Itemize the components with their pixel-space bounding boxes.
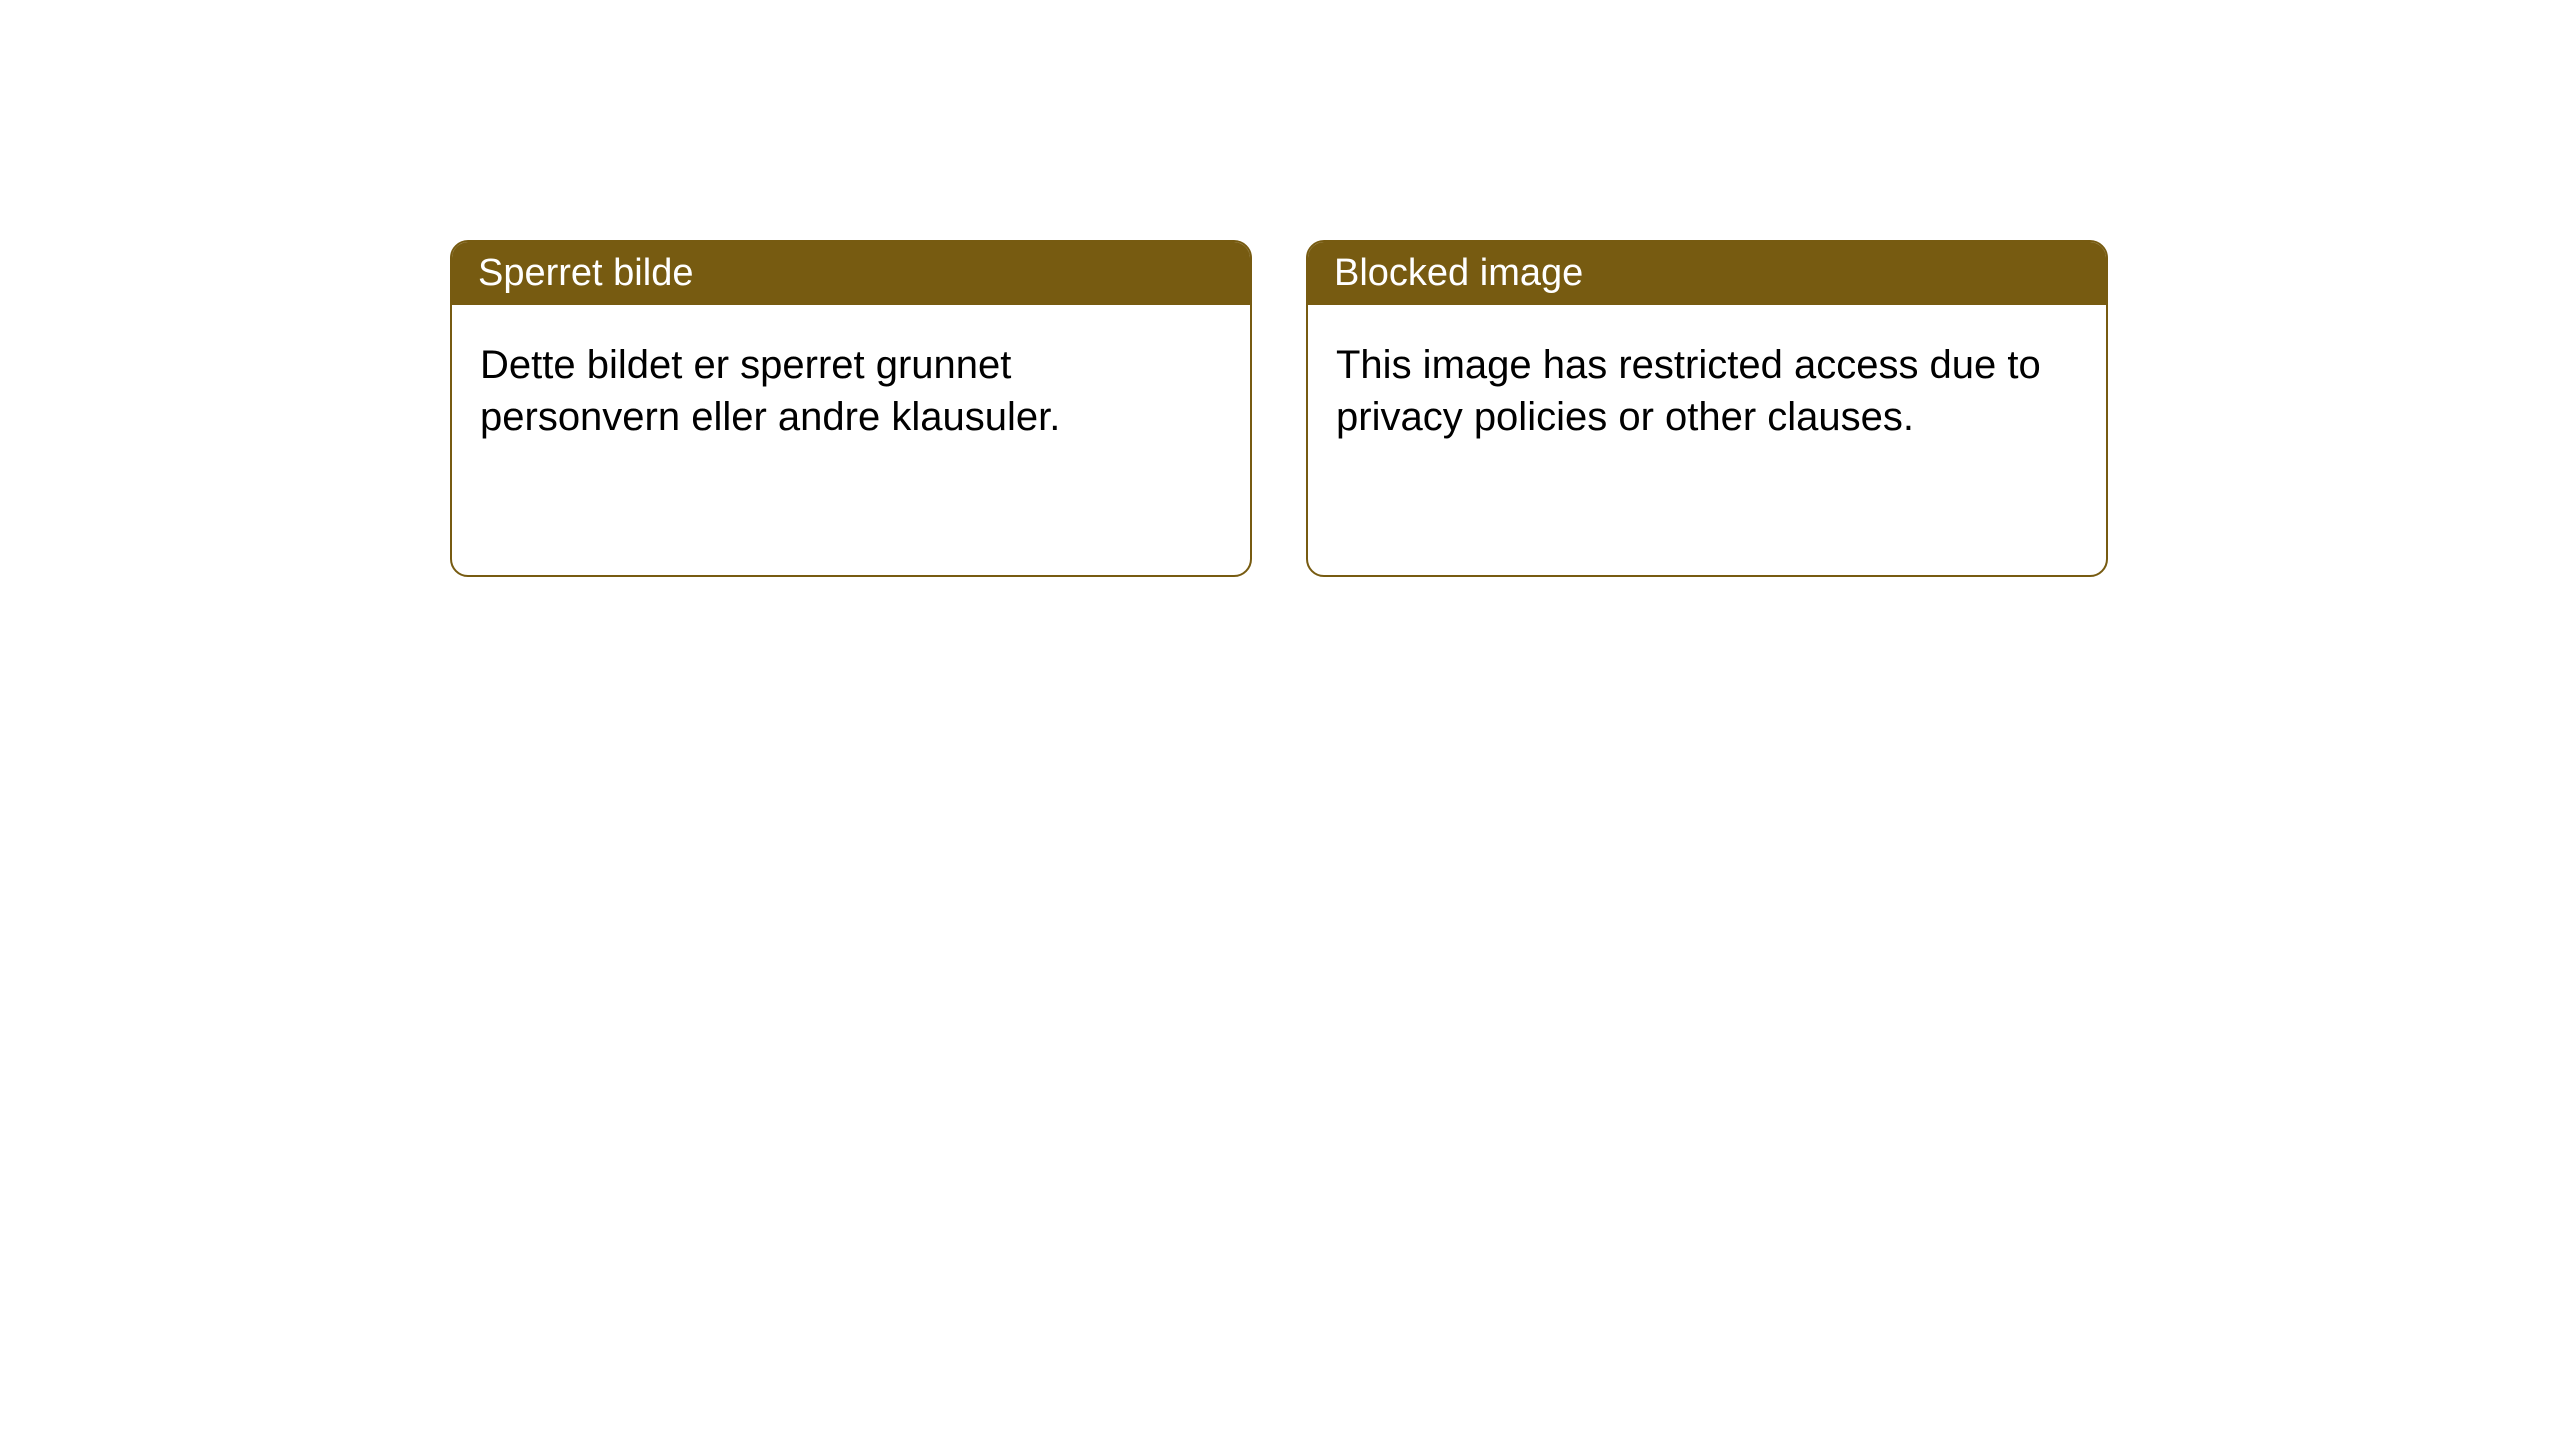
notice-text: This image has restricted access due to … [1336,343,2041,439]
notice-card-english: Blocked image This image has restricted … [1306,240,2108,577]
notice-title: Sperret bilde [478,252,693,294]
notice-header: Blocked image [1308,242,2106,305]
notice-container: Sperret bilde Dette bildet er sperret gr… [450,240,2108,577]
notice-header: Sperret bilde [452,242,1250,305]
notice-body: This image has restricted access due to … [1308,305,2106,575]
notice-text: Dette bildet er sperret grunnet personve… [480,343,1060,439]
notice-body: Dette bildet er sperret grunnet personve… [452,305,1250,575]
notice-card-norwegian: Sperret bilde Dette bildet er sperret gr… [450,240,1252,577]
notice-title: Blocked image [1334,252,1583,294]
